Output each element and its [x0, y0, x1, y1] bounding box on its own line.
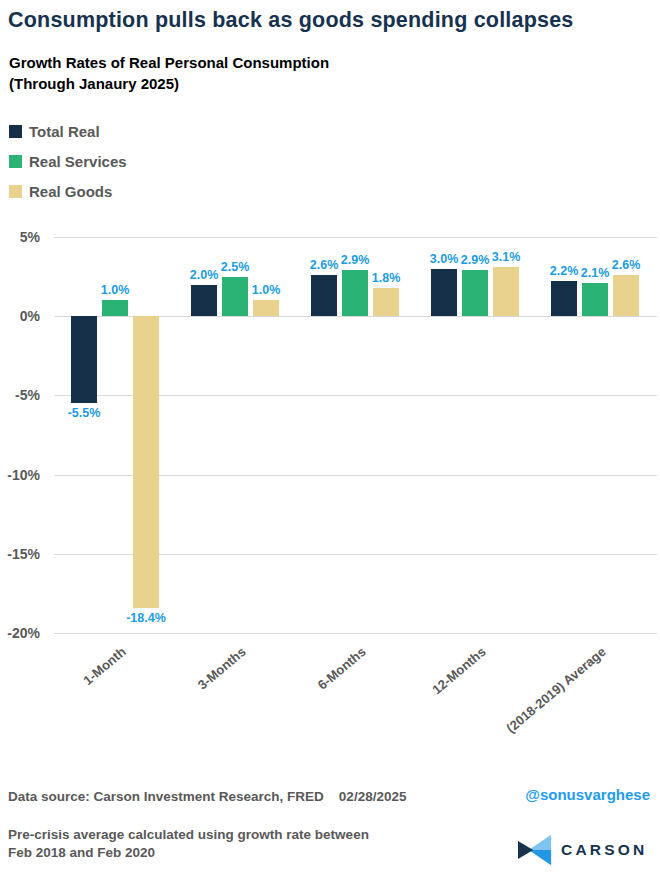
bar-total-real-2018-2019-average	[551, 281, 577, 316]
bar-real-services-12-months	[462, 270, 488, 316]
bar-real-goods-3-months	[253, 300, 279, 316]
bar-label-real-services-1-month: 1.0%	[87, 283, 143, 297]
x-axis-label-3-months: 3-Months	[116, 644, 248, 758]
methodology-note-line-2: Feb 2018 and Feb 2020	[8, 844, 369, 862]
x-axis-label-12-months: 12-Months	[356, 644, 488, 758]
y-axis-tick--5: -5%	[0, 386, 40, 404]
data-source-date: 02/28/2025	[339, 789, 407, 804]
bar-real-services-2018-2019-average	[582, 283, 608, 316]
carson-logo-text: CARSON	[561, 841, 647, 859]
x-axis-label-1-month: 1-Month	[0, 644, 129, 758]
methodology-note-line-1: Pre-crisis average calculated using grow…	[8, 826, 369, 844]
gridline-5	[54, 237, 657, 238]
y-axis-tick-0: 0%	[0, 307, 40, 325]
bar-label-real-goods-6-months: 1.8%	[358, 271, 414, 285]
x-axis-label-6-months: 6-Months	[236, 644, 368, 758]
gridline--20	[54, 633, 657, 634]
bar-real-goods-12-months	[493, 267, 519, 316]
bar-label-total-real-1-month: -5.5%	[56, 406, 112, 420]
author-handle: @sonusvarghese	[525, 786, 650, 803]
bar-chart-plot-area: 5% 0% -5% -10% -15% -20% -5.5% 1.0% -18.4% 1-Mont…	[0, 0, 660, 880]
bar-total-real-1-month	[71, 316, 97, 403]
bar-real-services-1-month	[102, 300, 128, 316]
y-axis-tick-5: 5%	[0, 228, 40, 246]
methodology-note: Pre-crisis average calculated using grow…	[8, 826, 369, 861]
carson-logo-icon	[518, 833, 552, 867]
bar-total-real-6-months	[311, 275, 337, 316]
carson-logo: CARSON	[518, 833, 647, 867]
data-source-note: Data source: Carson Investment Research,…	[8, 789, 406, 804]
bar-real-goods-2018-2019-average	[613, 275, 639, 316]
bar-total-real-3-months	[191, 285, 217, 317]
bar-label-real-services-6-months: 2.9%	[327, 253, 383, 267]
bar-real-goods-6-months	[373, 288, 399, 317]
bar-label-real-goods-1-month: -18.4%	[118, 611, 174, 625]
y-axis-tick--15: -15%	[0, 545, 40, 563]
bar-label-real-services-3-months: 2.5%	[207, 260, 263, 274]
bar-label-real-goods-2018-2019-average: 2.6%	[598, 258, 654, 272]
y-axis-tick--20: -20%	[0, 624, 40, 642]
bar-real-goods-1-month	[133, 316, 159, 608]
y-axis-tick--10: -10%	[0, 466, 40, 484]
bar-label-real-goods-3-months: 1.0%	[238, 283, 294, 297]
data-source-text: Data source: Carson Investment Research,…	[8, 789, 324, 804]
bar-total-real-12-months	[431, 269, 457, 317]
chart-canvas: Consumption pulls back as goods spending…	[0, 0, 660, 880]
x-axis-label-2018-2019-average: (2018-2019) Average	[476, 644, 608, 758]
bar-label-real-goods-12-months: 3.1%	[478, 250, 534, 264]
